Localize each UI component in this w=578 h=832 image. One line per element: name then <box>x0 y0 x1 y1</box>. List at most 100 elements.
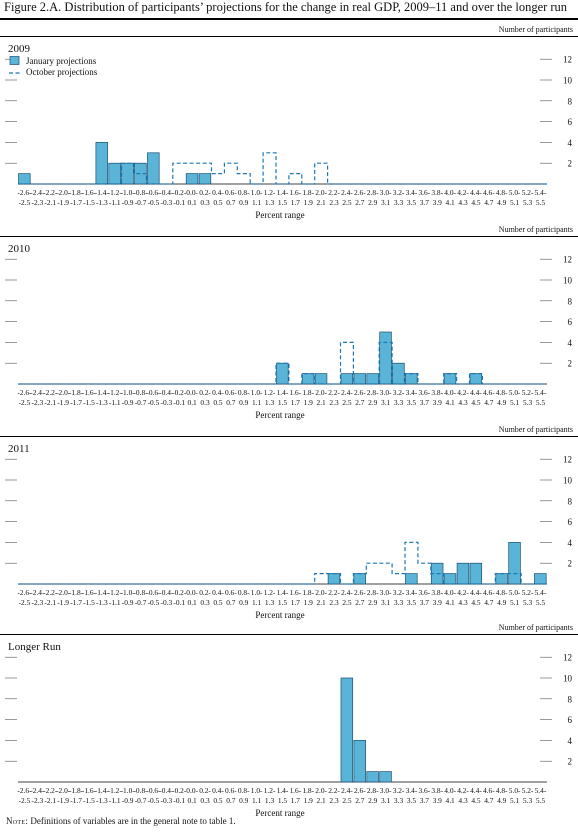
x-tick-label-bottom: -0.9 <box>122 796 134 805</box>
x-tick-label-bottom: 5.5 <box>536 398 546 407</box>
x-tick-label-top: 1.6- <box>289 786 301 795</box>
x-tick-label-bottom: 1.9 <box>304 398 314 407</box>
x-tick-label-top: 1.2- <box>264 388 276 397</box>
x-tick-label-top: -1.2- <box>108 588 123 597</box>
x-tick-label-bottom: 0.3 <box>200 398 210 407</box>
x-tick-label-bottom: 3.5 <box>407 796 417 805</box>
y-tick-label: 2 <box>568 159 573 169</box>
x-tick-label-top: 0.2- <box>199 786 211 795</box>
x-tick-label-bottom: 1.5 <box>278 796 288 805</box>
x-tick-label-bottom: 0.5 <box>213 598 223 607</box>
y-tick-label: 8 <box>568 296 573 306</box>
x-tick-label-bottom: -0.1 <box>173 598 185 607</box>
x-tick-label-top: 1.6- <box>289 188 301 197</box>
y-tick-label: 12 <box>563 653 572 663</box>
x-tick-label-top: -1.8- <box>69 786 84 795</box>
x-tick-label-top: 1.2- <box>264 786 276 795</box>
x-tick-label-top: -1.6- <box>82 388 97 397</box>
x-tick-label-bottom: 2.7 <box>355 398 365 407</box>
x-tick-label-top: 4.4- <box>470 588 482 597</box>
x-tick-label-top: -0.6- <box>146 388 161 397</box>
x-tick-label-top: 2.8- <box>367 786 379 795</box>
x-tick-label-top: -1.4- <box>95 188 110 197</box>
x-tick-label-bottom: -0.5 <box>148 598 160 607</box>
x-tick-label-top: 4.0- <box>444 188 456 197</box>
x-tick-label-bottom: 0.7 <box>226 598 236 607</box>
x-tick-label-bottom: 5.5 <box>536 598 546 607</box>
x-tick-label-bottom: 3.3 <box>394 598 404 607</box>
bar <box>405 573 418 585</box>
x-tick-label-bottom: 4.5 <box>471 398 481 407</box>
x-tick-label-top: -1.8- <box>69 388 84 397</box>
x-tick-label-top: -2.2- <box>43 588 58 597</box>
x-tick-label-top: 1.0- <box>251 388 263 397</box>
y-tick-label: 4 <box>568 138 573 148</box>
bar <box>534 573 547 585</box>
x-tick-label-top: 1.0- <box>251 786 263 795</box>
x-tick-label-bottom: 5.3 <box>523 796 533 805</box>
y-tick-label: 10 <box>563 476 573 486</box>
x-tick-label-top: 2.2- <box>328 786 340 795</box>
x-tick-label-top: 3.0- <box>380 786 392 795</box>
x-tick-label-bottom: 4.9 <box>497 398 507 407</box>
x-tick-label-bottom: 3.3 <box>394 796 404 805</box>
x-tick-label-bottom: -1.5 <box>83 398 95 407</box>
y-tick-label: 12 <box>563 255 572 265</box>
x-tick-label-top: 0.0- <box>186 588 198 597</box>
x-tick-label-bottom: 1.9 <box>304 198 314 207</box>
x-tick-label-top: 2.6- <box>354 388 366 397</box>
x-tick-label-bottom: -1.5 <box>83 198 95 207</box>
x-tick-label-top: 1.8- <box>302 786 314 795</box>
x-tick-label-bottom: 2.1 <box>317 796 327 805</box>
x-tick-label-bottom: 4.7 <box>484 398 494 407</box>
x-tick-label-top: 2.8- <box>367 188 379 197</box>
chart-panel-3: Number of participants Longer Run 2 4 6 8 10 12… <box>0 623 578 818</box>
x-tick-label-top: -0.8- <box>133 786 148 795</box>
x-tick-label-top: 0.6- <box>225 786 237 795</box>
x-tick-label-bottom: 1.1 <box>252 796 262 805</box>
y-tick-label: 2 <box>568 559 573 569</box>
x-tick-label-top: 3.8- <box>431 188 443 197</box>
x-tick-label-top: 2.2- <box>328 188 340 197</box>
x-tick-label-top: 0.2- <box>199 588 211 597</box>
y-tick-label: 2 <box>568 359 573 369</box>
x-tick-label-bottom: 4.1 <box>446 796 456 805</box>
x-tick-label-top: 2.0- <box>315 188 327 197</box>
x-tick-label-bottom: 4.7 <box>484 198 494 207</box>
x-tick-label-bottom: 1.9 <box>304 796 314 805</box>
x-tick-label-top: -0.6- <box>146 588 161 597</box>
bar <box>443 573 457 585</box>
x-tick-label-bottom: -0.9 <box>122 598 134 607</box>
x-tick-label-top: -2.2- <box>43 388 58 397</box>
x-tick-label-bottom: 2.7 <box>355 796 365 805</box>
x-tick-label-bottom: 5.1 <box>510 796 520 805</box>
x-tick-label-bottom: -0.3 <box>160 796 172 805</box>
x-tick-label-top: 2.2- <box>328 388 340 397</box>
x-tick-label-bottom: 1.1 <box>252 598 262 607</box>
october-step-line <box>18 541 547 585</box>
x-tick-label-bottom: -2.1 <box>44 398 56 407</box>
x-tick-label-top: -1.6- <box>82 188 97 197</box>
x-tick-label-bottom: 0.7 <box>226 796 236 805</box>
x-tick-label-top: -1.2- <box>108 786 123 795</box>
x-tick-label-top: 0.6- <box>225 388 237 397</box>
x-tick-label-bottom: 2.1 <box>317 598 327 607</box>
x-tick-label-bottom: -1.3 <box>96 598 108 607</box>
x-tick-label-top: 0.8- <box>238 388 250 397</box>
x-tick-label-bottom: 1.3 <box>265 796 275 805</box>
x-tick-label-top: 2.0- <box>315 588 327 597</box>
x-tick-label-bottom: 3.3 <box>394 398 404 407</box>
x-tick-label-bottom: 3.5 <box>407 598 417 607</box>
x-tick-label-bottom: -0.5 <box>148 398 160 407</box>
x-tick-label-top: 1.4- <box>277 588 289 597</box>
x-tick-label-top: 1.4- <box>277 786 289 795</box>
x-tick-label-top: 1.6- <box>289 588 301 597</box>
x-tick-label-top: 3.2- <box>393 588 405 597</box>
x-tick-label-bottom: 0.5 <box>213 198 223 207</box>
x-tick-label-top: -2.6- <box>17 588 32 597</box>
x-tick-label-bottom: 4.9 <box>497 796 507 805</box>
x-tick-label-top: -0.6- <box>146 188 161 197</box>
x-tick-label-top: 3.0- <box>380 388 392 397</box>
y-tick-label: 4 <box>568 338 573 348</box>
y-tick-label: 8 <box>568 694 573 704</box>
